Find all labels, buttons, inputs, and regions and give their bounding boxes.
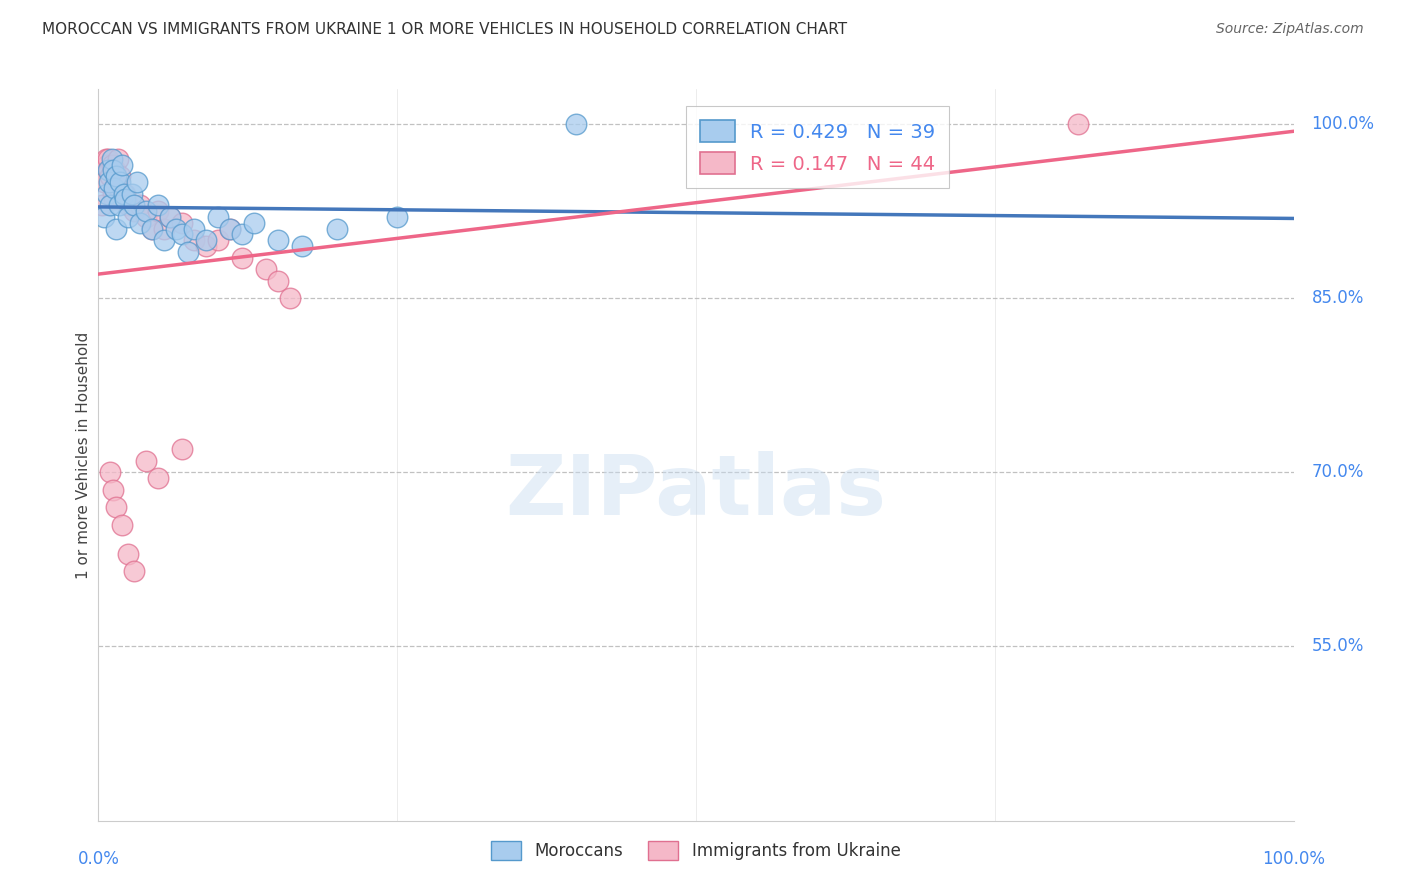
Text: 85.0%: 85.0% xyxy=(1312,289,1364,307)
Point xyxy=(129,216,152,230)
Point xyxy=(135,454,157,468)
Text: ZIPatlas: ZIPatlas xyxy=(506,451,886,532)
Point xyxy=(100,152,122,166)
Point xyxy=(121,186,143,201)
Point xyxy=(1067,117,1090,131)
Point xyxy=(91,198,114,212)
Point xyxy=(267,274,290,288)
Point xyxy=(565,117,588,131)
Point xyxy=(117,547,139,561)
Point xyxy=(107,152,129,166)
Point xyxy=(135,210,157,224)
Point xyxy=(94,152,117,166)
Point xyxy=(254,262,277,277)
Point xyxy=(111,158,134,172)
Point xyxy=(141,221,163,235)
Point xyxy=(183,233,205,247)
Point xyxy=(93,175,115,189)
Point xyxy=(111,193,134,207)
Y-axis label: 1 or more Vehicles in Household: 1 or more Vehicles in Household xyxy=(76,331,91,579)
Point xyxy=(114,193,136,207)
Point xyxy=(125,175,148,189)
Point xyxy=(159,210,181,224)
Point xyxy=(207,210,229,224)
Point xyxy=(101,186,124,201)
Point xyxy=(124,204,146,219)
Point xyxy=(153,221,176,235)
Point xyxy=(98,163,121,178)
Point xyxy=(105,500,128,515)
Point xyxy=(96,158,118,172)
Point xyxy=(172,442,194,456)
Point xyxy=(183,221,205,235)
Point xyxy=(97,163,120,178)
Point xyxy=(207,233,229,247)
Point xyxy=(148,204,170,219)
Point xyxy=(117,210,139,224)
Point xyxy=(267,233,290,247)
Point xyxy=(107,181,129,195)
Point xyxy=(135,204,157,219)
Point xyxy=(97,152,120,166)
Point xyxy=(148,471,170,485)
Point xyxy=(194,233,217,247)
Point xyxy=(219,221,242,235)
Point xyxy=(194,239,217,253)
Point xyxy=(103,181,125,195)
Point xyxy=(105,175,128,189)
Point xyxy=(98,175,121,189)
Text: 0.0%: 0.0% xyxy=(77,850,120,868)
Text: 55.0%: 55.0% xyxy=(1312,638,1364,656)
Text: MOROCCAN VS IMMIGRANTS FROM UKRAINE 1 OR MORE VEHICLES IN HOUSEHOLD CORRELATION : MOROCCAN VS IMMIGRANTS FROM UKRAINE 1 OR… xyxy=(42,22,848,37)
Point xyxy=(111,517,134,532)
Point xyxy=(117,198,139,212)
Point xyxy=(112,186,135,201)
Legend: Moroccans, Immigrants from Ukraine: Moroccans, Immigrants from Ukraine xyxy=(485,835,907,867)
Point xyxy=(326,221,349,235)
Point xyxy=(108,169,131,184)
Point xyxy=(103,193,125,207)
Point xyxy=(231,251,253,265)
Point xyxy=(104,163,127,178)
Point xyxy=(108,175,131,189)
Point xyxy=(98,466,122,480)
Point xyxy=(124,198,146,212)
Point xyxy=(219,221,242,235)
Text: Source: ZipAtlas.com: Source: ZipAtlas.com xyxy=(1216,22,1364,37)
Point xyxy=(105,221,128,235)
Point xyxy=(172,227,194,242)
Point xyxy=(165,221,187,235)
Point xyxy=(100,158,122,172)
Point xyxy=(107,198,129,212)
Point xyxy=(231,227,253,242)
Point xyxy=(124,564,146,578)
Point xyxy=(98,169,122,184)
Point xyxy=(385,210,409,224)
Point xyxy=(105,169,128,184)
Point xyxy=(278,291,301,305)
Point xyxy=(172,216,194,230)
Text: 70.0%: 70.0% xyxy=(1312,463,1364,482)
Point xyxy=(114,186,136,201)
Point xyxy=(141,221,163,235)
Point xyxy=(290,239,312,253)
Point xyxy=(96,186,118,201)
Point xyxy=(129,198,152,212)
Point xyxy=(98,198,122,212)
Point xyxy=(177,244,200,259)
Point xyxy=(159,210,181,224)
Text: 100.0%: 100.0% xyxy=(1263,850,1324,868)
Point xyxy=(148,198,170,212)
Point xyxy=(93,210,115,224)
Point xyxy=(101,483,124,497)
Point xyxy=(153,233,176,247)
Point xyxy=(242,216,264,230)
Text: 100.0%: 100.0% xyxy=(1312,115,1375,133)
Point xyxy=(101,163,124,178)
